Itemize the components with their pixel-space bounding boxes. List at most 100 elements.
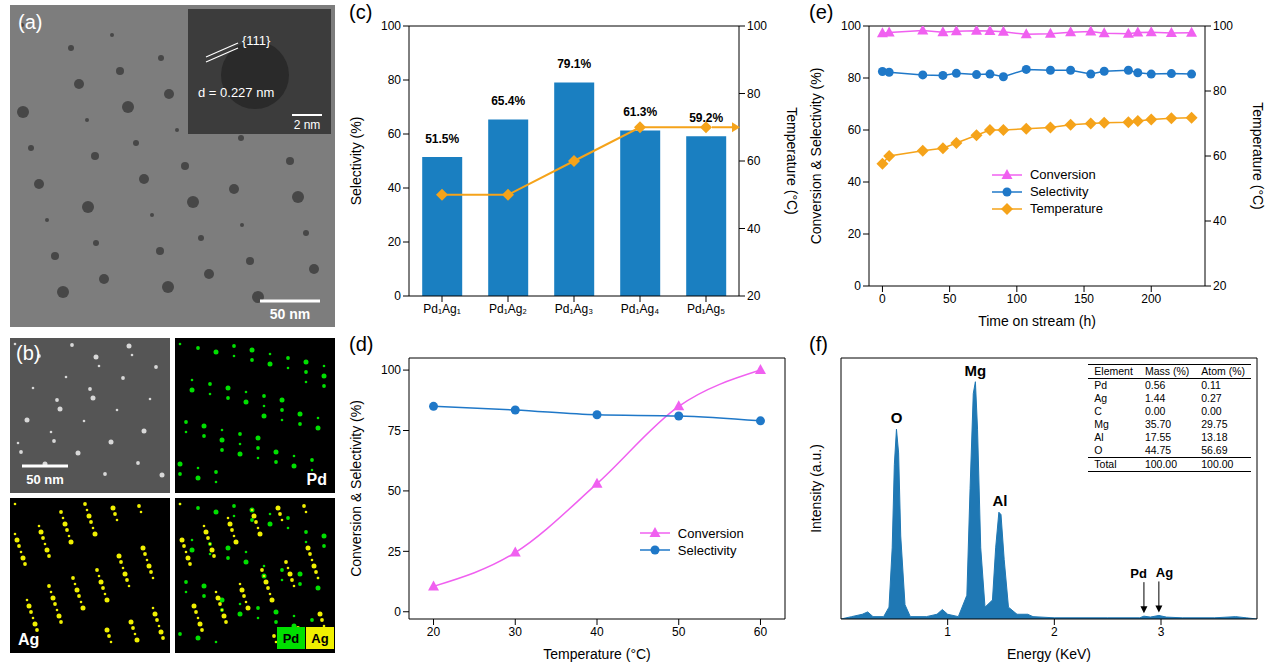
svg-text:100: 100 <box>747 19 767 33</box>
svg-text:O: O <box>891 409 903 426</box>
svg-text:30: 30 <box>509 625 523 639</box>
html-text:Temperature: Temperature <box>1030 201 1103 217</box>
html-text:13.18: 13.18 <box>1201 431 1228 443</box>
svg-text:40: 40 <box>388 181 402 195</box>
svg-text:40: 40 <box>848 175 862 189</box>
svg-text:Intensity (a.u.): Intensity (a.u.) <box>808 444 824 533</box>
svg-text:65.4%: 65.4% <box>491 94 525 108</box>
html-text:29.75: 29.75 <box>1201 418 1228 430</box>
html-text:0.00: 0.00 <box>1201 405 1222 417</box>
html-text:0.00: 0.00 <box>1144 405 1166 417</box>
svg-text:80: 80 <box>388 73 402 87</box>
svg-text:50 nm: 50 nm <box>26 472 64 487</box>
svg-text:40: 40 <box>1213 214 1227 228</box>
svg-text:1: 1 <box>944 625 951 639</box>
html-text:Atom (%): Atom (%) <box>1201 365 1245 377</box>
svg-text:25: 25 <box>388 545 402 559</box>
svg-text:Pd: Pd <box>1130 566 1147 581</box>
svg-text:Ag: Ag <box>311 631 328 646</box>
svg-text:20: 20 <box>747 289 761 303</box>
html-text:(c): (c) <box>349 1 373 23</box>
svg-text:100: 100 <box>1213 19 1233 33</box>
svg-text:80: 80 <box>747 87 761 101</box>
svg-text:100: 100 <box>381 19 401 33</box>
html-text:0.11: 0.11 <box>1201 379 1221 391</box>
html-text:Element: Element <box>1094 365 1133 377</box>
html-text:(f): (f) <box>809 333 828 355</box>
svg-text:20: 20 <box>848 227 862 241</box>
svg-text:61.3%: 61.3% <box>623 105 657 119</box>
svg-text:Mg: Mg <box>965 362 987 379</box>
svg-text:Time on stream (h): Time on stream (h) <box>978 313 1096 329</box>
svg-text:{111}: {111} <box>242 33 271 48</box>
svg-text:60: 60 <box>388 127 402 141</box>
svg-text:40: 40 <box>590 625 604 639</box>
html-text:1.44: 1.44 <box>1144 392 1166 404</box>
svg-text:100: 100 <box>841 19 861 33</box>
svg-text:60: 60 <box>848 123 862 137</box>
svg-text:Conversion & Selectivity (%): Conversion & Selectivity (%) <box>348 400 364 577</box>
svg-text:40: 40 <box>747 222 761 236</box>
svg-text:Ag: Ag <box>18 631 39 648</box>
svg-text:20: 20 <box>388 235 402 249</box>
svg-text:60: 60 <box>1213 149 1227 163</box>
svg-text:200: 200 <box>1141 292 1161 306</box>
html-text:17.55: 17.55 <box>1144 431 1172 443</box>
svg-text:59.2%: 59.2% <box>689 111 723 125</box>
svg-text:Temperature (°C): Temperature (°C) <box>784 107 800 215</box>
html-text:Mg: Mg <box>1094 418 1109 430</box>
svg-text:d = 0.227 nm: d = 0.227 nm <box>198 85 274 100</box>
html-text:Selectivity: Selectivity <box>1030 184 1089 200</box>
svg-text:80: 80 <box>848 71 862 85</box>
svg-text:Pd₁Ag₂: Pd₁Ag₂ <box>489 302 527 316</box>
html-text:Mass (%): Mass (%) <box>1144 365 1190 377</box>
svg-text:Temperature (°C): Temperature (°C) <box>1250 102 1266 210</box>
svg-text:20: 20 <box>427 625 441 639</box>
svg-text:Pd₁Ag₄: Pd₁Ag₄ <box>621 302 659 316</box>
svg-text:Temperature (°C): Temperature (°C) <box>543 646 651 662</box>
svg-text:100: 100 <box>381 363 401 377</box>
svg-text:60: 60 <box>747 154 761 168</box>
html-text:35.70: 35.70 <box>1144 418 1172 430</box>
html-text:(d): (d) <box>349 333 374 355</box>
svg-text:0: 0 <box>394 605 401 619</box>
svg-text:Pd: Pd <box>307 471 327 488</box>
svg-text:50 nm: 50 nm <box>270 306 310 322</box>
svg-text:50: 50 <box>943 292 957 306</box>
svg-text:50: 50 <box>672 625 686 639</box>
html-text:(e): (e) <box>809 1 834 23</box>
svg-text:Energy (KeV): Energy (KeV) <box>1007 646 1091 662</box>
svg-text:Pd₁Ag₁: Pd₁Ag₁ <box>423 302 460 316</box>
svg-text:20: 20 <box>1213 279 1227 293</box>
svg-text:0: 0 <box>394 289 401 303</box>
svg-text:2: 2 <box>1051 625 1058 639</box>
svg-text:75: 75 <box>388 424 402 438</box>
svg-text:0: 0 <box>854 279 861 293</box>
svg-text:100: 100 <box>1007 292 1027 306</box>
svg-text:(b): (b) <box>16 342 40 364</box>
html-text:Conversion: Conversion <box>677 525 744 541</box>
html-text:Ag: Ag <box>1094 392 1108 404</box>
svg-text:Selectivity (%): Selectivity (%) <box>348 117 364 206</box>
svg-text:Pd₁Ag₅: Pd₁Ag₅ <box>687 302 725 316</box>
svg-text:Conversion & Selectivity (%): Conversion & Selectivity (%) <box>808 68 824 245</box>
svg-text:79.1%: 79.1% <box>557 57 591 71</box>
svg-text:(a): (a) <box>18 11 42 33</box>
html-text:Pd: Pd <box>1094 379 1108 391</box>
html-text:0.56: 0.56 <box>1144 379 1166 391</box>
svg-text:0: 0 <box>879 292 886 306</box>
svg-text:60: 60 <box>754 625 768 639</box>
svg-text:80: 80 <box>1213 84 1227 98</box>
svg-text:Pd₁Ag₃: Pd₁Ag₃ <box>555 302 593 316</box>
svg-text:50: 50 <box>388 484 402 498</box>
html-text:Selectivity: Selectivity <box>677 542 737 558</box>
html-text:0.27: 0.27 <box>1201 392 1222 404</box>
svg-text:2 nm: 2 nm <box>294 118 321 132</box>
svg-text:3: 3 <box>1158 625 1165 639</box>
svg-text:Al: Al <box>992 492 1007 509</box>
svg-text:Pd: Pd <box>283 631 300 646</box>
svg-text:150: 150 <box>1074 292 1094 306</box>
svg-text:51.5%: 51.5% <box>425 132 459 146</box>
html-text:Conversion: Conversion <box>1030 167 1096 183</box>
svg-text:Ag: Ag <box>1156 565 1173 580</box>
